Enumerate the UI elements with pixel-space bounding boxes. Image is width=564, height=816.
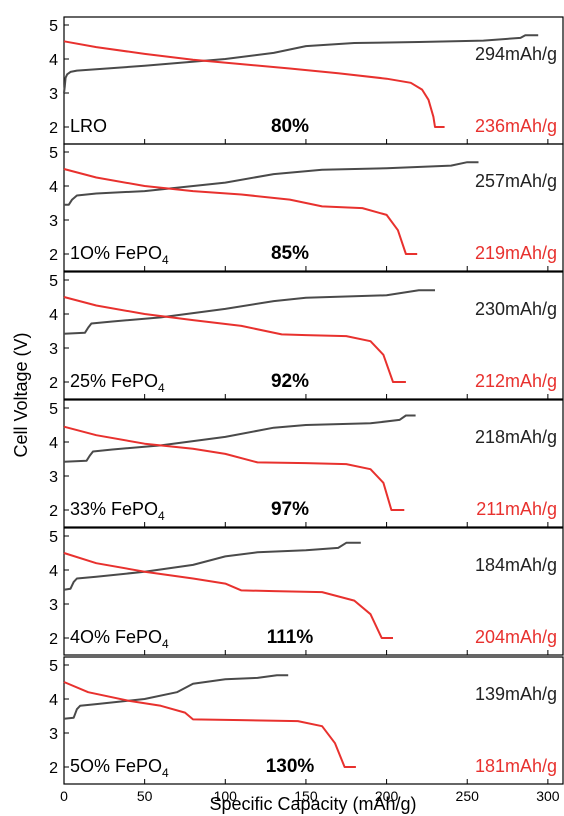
y-tick-label: 4	[49, 52, 58, 69]
charge-curve	[63, 414, 416, 463]
discharge-curve	[63, 552, 393, 639]
y-tick-label: 3	[49, 726, 58, 743]
y-tick-label: 3	[49, 341, 58, 358]
sample-label: 1O% FePO4	[70, 243, 169, 267]
charge-capacity-label: 230mAh/g	[475, 299, 557, 319]
panel-frame	[63, 656, 564, 785]
discharge-capacity-label: 212mAh/g	[475, 371, 557, 391]
panel-frame	[63, 527, 564, 656]
y-tick-label: 4	[49, 563, 58, 580]
y-tick-label: 2	[49, 631, 58, 648]
charge-capacity-label: 139mAh/g	[475, 684, 557, 704]
charge-curve	[63, 289, 435, 335]
x-tick-label: 250	[456, 788, 480, 804]
y-tick-label: 4	[49, 179, 58, 196]
y-tick-label: 4	[49, 692, 58, 709]
panel-4: 2 3 4 5 33% FePO4 97% 218mAh/g 211mAh/g	[49, 399, 564, 528]
sample-label: 4O% FePO4	[70, 627, 169, 651]
charge-capacity-label: 257mAh/g	[475, 171, 557, 191]
discharge-capacity-label: 236mAh/g	[475, 116, 557, 136]
y-tick-label: 5	[49, 658, 58, 675]
y-axis-label: Cell Voltage (V)	[11, 332, 31, 457]
retention-value: 85%	[271, 243, 309, 264]
chart-panels: 2 3 4 5 LRO 80% 294mAh/g 236mAh/g 2 3 4 5 1O% FePO4 8…	[49, 16, 564, 804]
retention-value: 130%	[266, 756, 315, 777]
y-tick-label: 5	[49, 145, 58, 162]
retention-value: 97%	[271, 499, 309, 520]
discharge-curve	[63, 168, 418, 255]
y-tick-label: 5	[49, 401, 58, 418]
discharge-curve	[63, 40, 445, 128]
charge-capacity-label: 184mAh/g	[475, 555, 557, 575]
discharge-capacity-label: 204mAh/g	[475, 627, 557, 647]
charge-curve	[63, 674, 289, 720]
y-tick-label: 5	[49, 18, 58, 35]
charge-capacity-label: 218mAh/g	[475, 427, 557, 447]
panel-2: 2 3 4 5 1O% FePO4 85% 257mAh/g 219mAh/g	[49, 143, 564, 272]
panel-5: 2 3 4 5 4O% FePO4 111% 184mAh/g 204mAh/g	[49, 527, 564, 656]
sample-label: 33% FePO4	[70, 499, 165, 523]
charge-curve	[63, 34, 539, 94]
y-tick-label: 5	[49, 273, 58, 290]
charge-capacity-label: 294mAh/g	[475, 44, 557, 64]
discharge-capacity-label: 219mAh/g	[475, 243, 557, 263]
discharge-curve	[63, 296, 406, 383]
y-tick-label: 5	[49, 529, 58, 546]
panel-3: 2 3 4 5 25% FePO4 92% 230mAh/g 212mAh/g	[49, 271, 564, 400]
retention-value: 111%	[267, 627, 314, 648]
y-tick-label: 3	[49, 86, 58, 103]
sample-label: 25% FePO4	[70, 371, 165, 395]
discharge-curve	[63, 425, 405, 511]
panel-1: 2 3 4 5 LRO 80% 294mAh/g 236mAh/g	[49, 16, 564, 145]
x-tick-label: 300	[536, 788, 560, 804]
panel-frame	[63, 399, 564, 528]
sample-label: 5O% FePO4	[70, 756, 169, 780]
discharge-capacity-label: 211mAh/g	[476, 499, 557, 519]
y-tick-label: 2	[49, 503, 58, 520]
discharge-capacity-label: 181mAh/g	[475, 756, 557, 776]
y-tick-label: 3	[49, 469, 58, 486]
panel-frame	[63, 271, 564, 400]
x-tick-label: 50	[137, 788, 153, 804]
y-tick-label: 2	[49, 375, 58, 392]
y-tick-label: 2	[49, 247, 58, 264]
charge-curve	[63, 541, 361, 591]
y-tick-label: 2	[49, 760, 58, 777]
charge-curve	[64, 161, 479, 206]
x-axis-label: Specific Capacity (mAh/g)	[209, 794, 416, 814]
panel-frame	[63, 143, 564, 272]
y-tick-label: 4	[49, 435, 58, 452]
retention-value: 92%	[271, 371, 309, 392]
y-tick-label: 2	[49, 120, 58, 137]
x-tick-label: 150	[294, 788, 318, 804]
x-tick-label: 100	[214, 788, 238, 804]
y-tick-label: 4	[49, 307, 58, 324]
sample-label: LRO	[70, 116, 107, 136]
y-tick-label: 3	[49, 213, 58, 230]
retention-value: 80%	[271, 116, 309, 137]
discharge-curve	[63, 681, 356, 768]
y-tick-label: 3	[49, 597, 58, 614]
x-tick-label: 200	[375, 788, 399, 804]
x-tick-label: 0	[60, 788, 68, 804]
